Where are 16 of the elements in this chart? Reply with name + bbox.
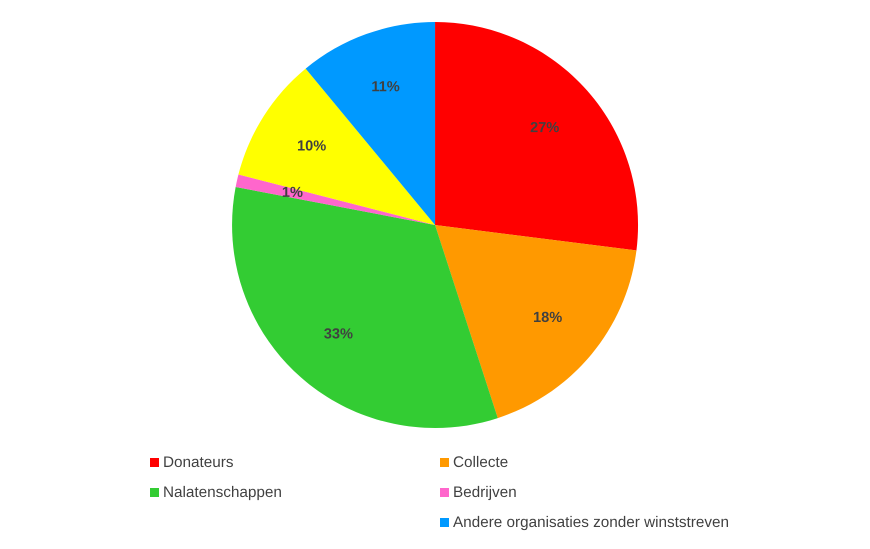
- pie-slice: [232, 186, 498, 428]
- legend-label: Bedrijven: [454, 486, 516, 500]
- data-label: 1%: [282, 186, 303, 198]
- legend-label: Andere organisaties zonder winststreven: [453, 516, 728, 530]
- legend-label: Donateurs: [164, 456, 233, 468]
- pie-slice: [435, 22, 638, 250]
- pie-slice: [238, 68, 436, 226]
- legend-label: Nalatenschappen: [164, 486, 281, 500]
- data-label: 33%: [324, 328, 353, 339]
- pie-slice: [435, 225, 636, 418]
- data-label: 11%: [372, 81, 400, 92]
- data-label: 18%: [534, 312, 562, 322]
- data-label: 10%: [298, 140, 326, 151]
- legend-label: Collecte: [454, 456, 508, 468]
- pie-slice: [236, 174, 436, 226]
- data-label: 27%: [530, 122, 559, 132]
